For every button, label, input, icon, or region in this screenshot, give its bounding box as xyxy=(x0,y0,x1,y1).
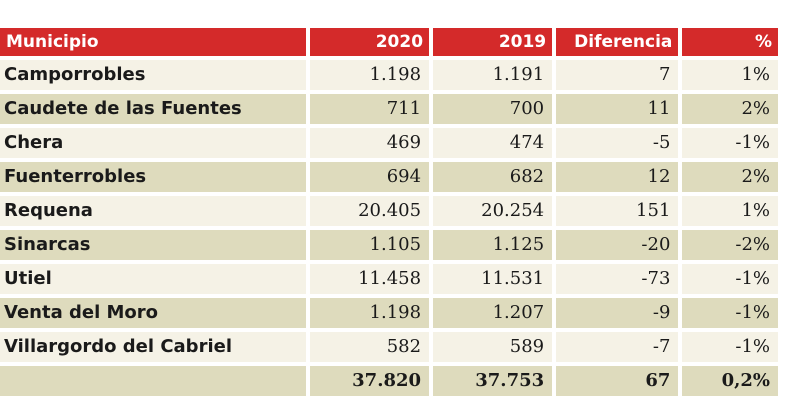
table-row: Caudete de las Fuentes 711 700 11 2% xyxy=(0,94,778,124)
header-diferencia: Diferencia xyxy=(556,28,679,56)
cell-percent: -1% xyxy=(682,332,778,362)
cell-municipio: Chera xyxy=(0,128,306,158)
table-row: Sinarcas 1.105 1.125 -20 -2% xyxy=(0,230,778,260)
cell-2020: 711 xyxy=(309,94,430,124)
cell-municipio: Sinarcas xyxy=(0,230,306,260)
cell-2019: 682 xyxy=(433,162,553,192)
total-label xyxy=(0,366,306,396)
cell-diferencia: 151 xyxy=(556,196,679,226)
cell-municipio: Fuenterrobles xyxy=(0,162,306,192)
table-row: Chera 469 474 -5 -1% xyxy=(0,128,778,158)
cell-diferencia: -7 xyxy=(556,332,679,362)
cell-municipio: Villargordo del Cabriel xyxy=(0,332,306,362)
cell-2020: 582 xyxy=(309,332,430,362)
cell-percent: -1% xyxy=(682,128,778,158)
header-2019: 2019 xyxy=(433,28,553,56)
cell-diferencia: -9 xyxy=(556,298,679,328)
table-row: Requena 20.405 20.254 151 1% xyxy=(0,196,778,226)
table-row: Villargordo del Cabriel 582 589 -7 -1% xyxy=(0,332,778,362)
cell-municipio: Camporrobles xyxy=(0,60,306,90)
cell-2019: 1.191 xyxy=(433,60,553,90)
cell-2020: 1.198 xyxy=(309,60,430,90)
cell-diferencia: 7 xyxy=(556,60,679,90)
total-2020: 37.820 xyxy=(309,366,430,396)
cell-2020: 469 xyxy=(309,128,430,158)
total-percent: 0,2% xyxy=(682,366,778,396)
cell-percent: -1% xyxy=(682,298,778,328)
cell-municipio: Caudete de las Fuentes xyxy=(0,94,306,124)
header-row: Municipio 2020 2019 Diferencia % xyxy=(0,28,778,56)
cell-percent: 2% xyxy=(682,94,778,124)
cell-2019: 20.254 xyxy=(433,196,553,226)
header-municipio: Municipio xyxy=(0,28,306,56)
cell-2019: 1.125 xyxy=(433,230,553,260)
cell-2020: 1.105 xyxy=(309,230,430,260)
cell-2019: 589 xyxy=(433,332,553,362)
cell-municipio: Utiel xyxy=(0,264,306,294)
total-2019: 37.753 xyxy=(433,366,553,396)
cell-percent: 1% xyxy=(682,196,778,226)
total-diferencia: 67 xyxy=(556,366,679,396)
cell-percent: -1% xyxy=(682,264,778,294)
cell-percent: -2% xyxy=(682,230,778,260)
cell-percent: 1% xyxy=(682,60,778,90)
cell-2020: 11.458 xyxy=(309,264,430,294)
cell-2019: 474 xyxy=(433,128,553,158)
cell-diferencia: 12 xyxy=(556,162,679,192)
total-row: 37.820 37.753 67 0,2% xyxy=(0,366,778,396)
table-row: Venta del Moro 1.198 1.207 -9 -1% xyxy=(0,298,778,328)
population-table: Municipio 2020 2019 Diferencia % Camporr… xyxy=(0,24,782,400)
cell-2020: 20.405 xyxy=(309,196,430,226)
cell-2019: 1.207 xyxy=(433,298,553,328)
cell-diferencia: -73 xyxy=(556,264,679,294)
cell-2020: 1.198 xyxy=(309,298,430,328)
cell-municipio: Requena xyxy=(0,196,306,226)
cell-diferencia: -20 xyxy=(556,230,679,260)
cell-diferencia: -5 xyxy=(556,128,679,158)
cell-percent: 2% xyxy=(682,162,778,192)
cell-diferencia: 11 xyxy=(556,94,679,124)
cell-2019: 11.531 xyxy=(433,264,553,294)
cell-2020: 694 xyxy=(309,162,430,192)
table-row: Utiel 11.458 11.531 -73 -1% xyxy=(0,264,778,294)
table-row: Fuenterrobles 694 682 12 2% xyxy=(0,162,778,192)
table-row: Camporrobles 1.198 1.191 7 1% xyxy=(0,60,778,90)
cell-municipio: Venta del Moro xyxy=(0,298,306,328)
header-percent: % xyxy=(682,28,778,56)
header-2020: 2020 xyxy=(309,28,430,56)
cell-2019: 700 xyxy=(433,94,553,124)
